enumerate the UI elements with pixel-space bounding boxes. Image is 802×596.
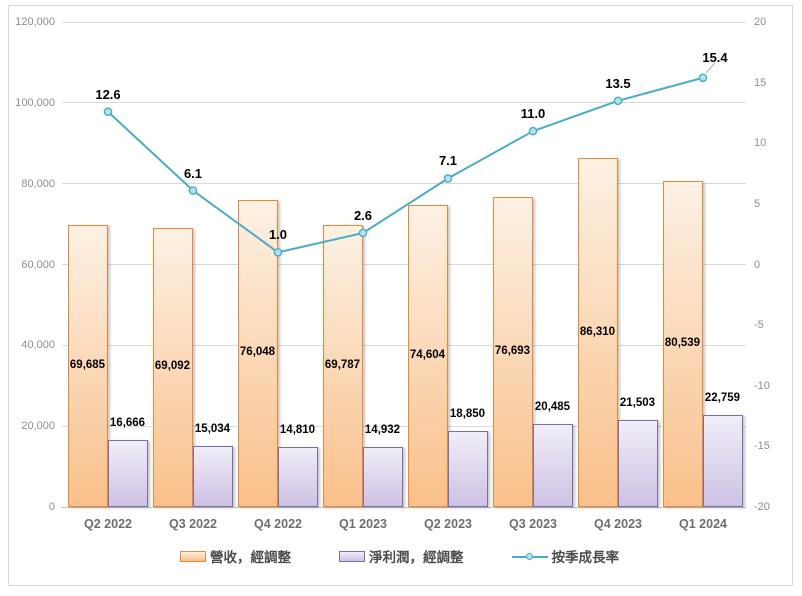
net-profit-value-label: 14,932 [364,423,401,436]
revenue-value-label: 76,048 [239,346,276,359]
right-axis-tick-label: 0 [754,258,761,271]
category-label: Q2 2022 [84,517,132,531]
left-axis-tick-label: 40,000 [21,339,55,352]
net-profit-value-label: 15,034 [194,423,231,436]
left-axis-tick-label: 0 [48,501,55,513]
right-axis-tick-label: 5 [754,197,761,210]
legend-line-marker [525,552,533,560]
growth-value-label: 1.0 [268,227,288,243]
net-profit-bar[interactable] [192,446,233,507]
net-profit-value-label: 14,810 [279,424,316,437]
net-profit-bar[interactable] [617,420,658,507]
revenue-bar[interactable] [152,227,193,507]
revenue-value-label: 69,092 [154,360,191,373]
legend-label: 淨利潤，經調整 [369,550,464,565]
growth-value-label: 11.0 [520,106,546,122]
category-label: Q2 2023 [424,517,472,531]
revenue-value-label: 69,787 [324,358,361,371]
left-axis-tick-label: 20,000 [21,420,55,433]
right-axis-tick-label: -10 [754,379,770,392]
left-axis-tick-label: 100,000 [15,96,55,109]
legend-label: 按季成長率 [551,550,620,565]
growth-value-label: 7.1 [438,153,458,169]
net-profit-bar[interactable] [702,415,743,507]
category-label: Q4 2023 [594,517,642,531]
net-profit-bar[interactable] [447,430,488,507]
net-profit-value-label: 18,850 [449,407,486,420]
revenue-bar[interactable] [407,205,448,507]
legend-item-growth[interactable]: 按季成長率 [511,546,620,566]
net-profit-value-label: 16,666 [109,416,146,429]
revenue-value-label: 69,685 [69,359,106,372]
legend-line-swatch-icon [511,551,548,562]
revenue-value-label: 74,604 [409,349,446,362]
net-profit-value-label: 21,503 [619,397,656,410]
legend-item-net-profit[interactable]: 淨利潤，經調整 [339,546,464,566]
revenue-bar[interactable] [67,225,108,507]
legend-bar-swatch-icon [180,550,206,562]
gridline [62,183,746,185]
growth-value-label: 13.5 [605,75,631,91]
legend-bar-swatch-icon [339,550,365,562]
category-label: Q3 2022 [169,517,217,531]
gridline [62,344,746,346]
category-label: Q4 2022 [254,517,302,531]
left-axis-tick-label: 120,000 [15,16,55,28]
right-axis-tick-label: -15 [754,440,770,453]
revenue-value-label: 86,310 [579,325,616,338]
right-axis-tick-label: 10 [754,137,767,150]
revenue-bar[interactable] [322,224,363,507]
right-axis-tick-label: -20 [754,501,770,513]
growth-value-label: 15.4 [702,49,728,65]
legend: 營收，經調整 淨利潤，經調整 按季成長率 [8,544,791,568]
left-axis-tick-label: 60,000 [21,258,55,271]
gridline [62,506,746,508]
gridline [62,21,746,23]
right-axis-tick-label: -5 [754,319,764,332]
category-label: Q1 2024 [679,517,727,531]
net-profit-bar[interactable] [277,447,318,507]
category-label: Q1 2023 [339,517,387,531]
right-axis-tick-label: 20 [754,16,767,28]
net-profit-bar[interactable] [532,424,573,507]
net-profit-value-label: 22,759 [704,392,741,405]
growth-value-label: 2.6 [353,207,373,223]
revenue-value-label: 76,693 [494,345,531,358]
net-profit-value-label: 20,485 [534,401,571,414]
growth-value-label: 6.1 [183,165,203,181]
gridline [62,102,746,104]
gridline [62,425,746,427]
net-profit-bar[interactable] [107,439,148,507]
category-label: Q3 2023 [509,517,557,531]
revenue-value-label: 80,539 [664,337,701,350]
legend-label: 營收，經調整 [210,550,291,565]
left-axis-tick-label: 80,000 [21,177,55,190]
growth-value-label: 12.6 [95,86,121,102]
legend-item-revenue[interactable]: 營收，經調整 [180,546,291,566]
gridline [62,264,746,265]
net-profit-bar[interactable] [362,446,403,507]
right-axis-tick-label: 15 [754,76,767,89]
